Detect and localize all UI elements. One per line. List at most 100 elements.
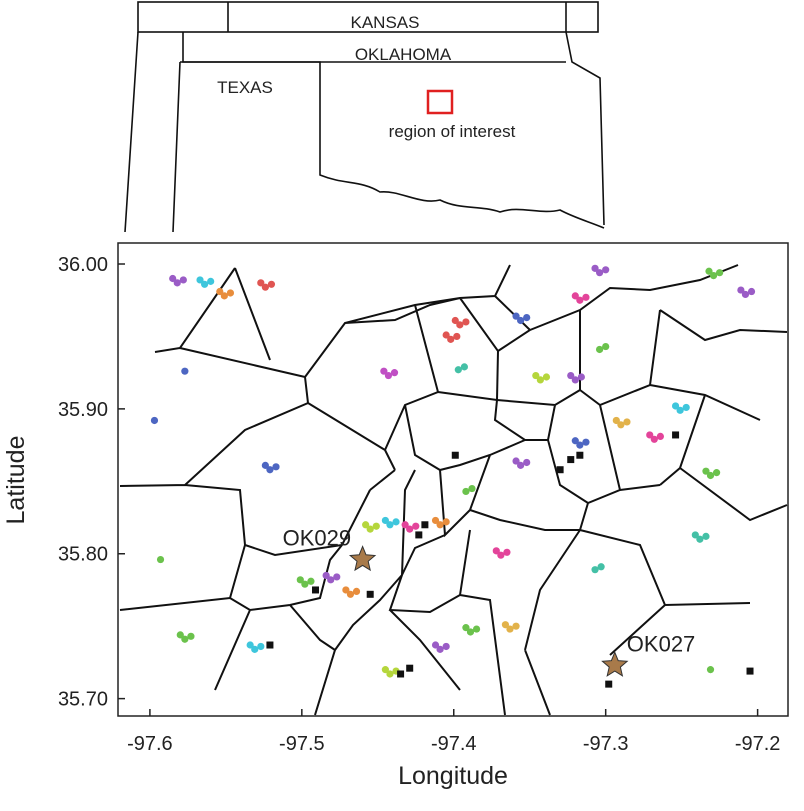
y-tick-label: 35.70 xyxy=(58,689,108,711)
event-point xyxy=(596,345,604,354)
event-point xyxy=(472,625,481,633)
event-point xyxy=(307,577,315,585)
event-point xyxy=(571,376,579,384)
event-point xyxy=(381,516,389,525)
event-point xyxy=(327,576,335,584)
event-point xyxy=(460,363,468,371)
event-point xyxy=(532,371,540,380)
event-point xyxy=(456,321,464,329)
event-point xyxy=(322,571,330,580)
event-point xyxy=(451,316,459,325)
event-square xyxy=(397,670,405,678)
event-point xyxy=(296,576,304,584)
event-point xyxy=(156,555,165,564)
event-point xyxy=(454,366,462,374)
y-tick-label: 35.80 xyxy=(58,544,108,566)
event-point xyxy=(716,269,724,277)
event-point xyxy=(571,292,579,300)
event-point xyxy=(536,376,544,384)
event-point xyxy=(386,521,394,529)
event-point xyxy=(582,438,590,446)
state-label: OKLAHOMA xyxy=(355,45,452,64)
event-point xyxy=(267,280,276,288)
station-star xyxy=(348,545,377,572)
station-label: OK027 xyxy=(627,631,696,656)
event-point xyxy=(506,625,514,633)
event-point xyxy=(362,521,370,529)
event-point xyxy=(226,289,235,297)
plot-area: -97.6 -97.5 -97.4 -97.3 -97.2 36.00 35.90 35.80… xyxy=(58,254,780,755)
x-tick-label: -97.6 xyxy=(127,733,173,755)
event-point xyxy=(150,416,159,425)
plot-frame xyxy=(117,242,789,717)
event-point xyxy=(702,467,710,475)
x-tick-label: -97.5 xyxy=(279,733,325,755)
event-point xyxy=(512,457,520,465)
event-point xyxy=(656,432,664,441)
event-point xyxy=(436,521,444,529)
event-point xyxy=(251,645,259,653)
event-square xyxy=(556,466,564,474)
voronoi-cells xyxy=(119,264,788,716)
event-point xyxy=(453,332,461,341)
event-point xyxy=(169,274,177,283)
event-point xyxy=(187,632,195,640)
event-point xyxy=(181,367,189,375)
event-point xyxy=(623,418,631,426)
x-tick-label: -97.3 xyxy=(583,733,629,755)
event-point xyxy=(706,471,715,480)
event-point xyxy=(261,461,269,469)
region-box xyxy=(426,89,454,115)
event-point xyxy=(272,463,280,471)
y-tick-label: 36.00 xyxy=(58,254,108,276)
event-point xyxy=(412,522,420,530)
event-point xyxy=(571,437,579,445)
event-point xyxy=(436,645,444,653)
event-square xyxy=(415,531,423,539)
event-point xyxy=(503,548,511,556)
event-square xyxy=(576,451,584,459)
event-point xyxy=(542,373,551,381)
event-point xyxy=(602,266,610,274)
event-point xyxy=(691,531,699,539)
event-point xyxy=(577,373,585,381)
event-point xyxy=(671,402,680,410)
event-point xyxy=(200,280,209,288)
event-point xyxy=(447,335,455,343)
event-square xyxy=(421,521,429,529)
x-tick-label: -97.2 xyxy=(735,733,781,755)
event-point xyxy=(567,371,575,380)
event-point xyxy=(220,292,228,300)
event-point xyxy=(261,283,269,291)
event-point xyxy=(342,586,350,594)
event-point xyxy=(366,525,374,533)
event-point xyxy=(582,293,590,301)
event-point xyxy=(257,642,265,651)
event-point xyxy=(591,566,599,574)
event-point xyxy=(591,264,599,272)
event-point xyxy=(386,670,394,678)
event-point xyxy=(709,271,718,280)
event-square xyxy=(451,451,459,459)
event-point xyxy=(301,580,309,588)
event-point xyxy=(462,624,470,632)
inset-map: KANSAS OKLAHOMA TEXAS region of interest xyxy=(124,1,605,233)
event-point xyxy=(466,628,475,636)
event-point xyxy=(442,331,450,339)
event-point xyxy=(497,551,505,559)
event-point xyxy=(576,441,584,449)
station-star xyxy=(601,650,629,677)
event-point xyxy=(442,642,450,651)
state-label: TEXAS xyxy=(217,78,273,97)
event-point xyxy=(597,563,605,571)
event-point xyxy=(737,286,745,294)
event-point xyxy=(179,276,187,284)
event-point xyxy=(266,466,274,474)
event-point xyxy=(380,367,388,375)
event-point xyxy=(392,518,400,526)
x-tick-label: -97.4 xyxy=(431,733,477,755)
event-point xyxy=(173,279,181,287)
region-label: region of interest xyxy=(389,122,516,141)
event-point xyxy=(333,573,341,581)
